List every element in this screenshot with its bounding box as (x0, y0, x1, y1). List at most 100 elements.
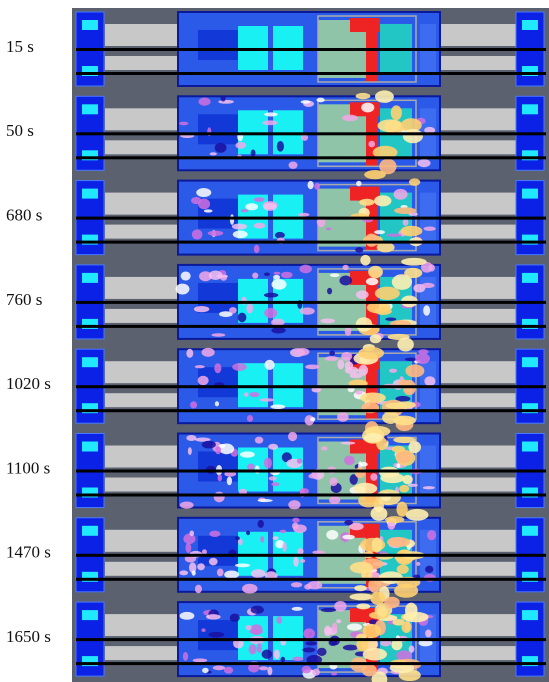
smoke (198, 98, 210, 106)
time-label: 15 s (6, 37, 34, 56)
smoke (262, 650, 273, 659)
smoke (308, 181, 314, 189)
end-window (522, 526, 538, 536)
smoke (254, 223, 266, 229)
smoke (206, 614, 221, 619)
smoke (181, 271, 191, 280)
room-dark (198, 114, 238, 144)
corridor (105, 614, 178, 636)
smoke (186, 349, 193, 358)
smoke (282, 542, 286, 552)
smoke (308, 474, 317, 479)
corridor (440, 530, 516, 552)
smoke (215, 446, 221, 454)
smoke (274, 649, 280, 659)
smoke (233, 230, 248, 238)
corridor (105, 108, 178, 130)
smoke (305, 364, 319, 369)
smoke (268, 444, 278, 450)
smoke (356, 290, 369, 299)
time-label: 1100 s (6, 458, 50, 477)
smoke (288, 500, 300, 509)
corridor (105, 478, 178, 492)
smoke (175, 284, 189, 295)
corridor (440, 446, 516, 468)
corridor (105, 24, 178, 46)
corridor (105, 562, 178, 576)
smoke (210, 152, 217, 155)
smoke (183, 534, 195, 545)
smoke (217, 569, 224, 577)
time-label: 760 s (6, 290, 42, 309)
smoke (232, 224, 247, 230)
end-window (522, 442, 538, 452)
smoke (198, 376, 209, 386)
smoke (202, 668, 209, 673)
smoke (192, 570, 196, 575)
smoke (209, 531, 220, 537)
smoke (235, 536, 240, 540)
end-window (82, 20, 98, 30)
smoke (370, 473, 377, 481)
rail-line (76, 48, 546, 51)
smoke (249, 644, 257, 654)
smoke (191, 197, 201, 204)
smoke (281, 272, 293, 278)
smoke (316, 98, 324, 103)
rail-line (76, 217, 546, 220)
smoke (271, 482, 279, 486)
fire-plume (362, 664, 377, 676)
smoke (264, 458, 272, 469)
end-window (522, 20, 538, 30)
smoke (209, 558, 218, 566)
smoke (224, 570, 239, 578)
smoke (262, 120, 277, 125)
smoke (325, 356, 339, 361)
smoke (251, 624, 263, 635)
smoke (423, 305, 430, 316)
fire-plume (360, 392, 386, 403)
smoke (260, 536, 264, 542)
smoke (374, 230, 385, 234)
fire-plume (370, 592, 385, 605)
smoke (180, 612, 195, 620)
smoke (387, 234, 402, 237)
smoke (213, 666, 225, 671)
fire-plume (397, 565, 409, 574)
end-window (522, 273, 538, 283)
corridor (105, 361, 178, 383)
smoke (320, 318, 335, 323)
fire-plume (405, 364, 424, 377)
smoke (339, 276, 352, 286)
smoke (389, 369, 397, 373)
smoke (347, 624, 362, 631)
smoke (355, 247, 363, 253)
fire-plume (349, 593, 373, 600)
smoke (425, 566, 433, 573)
smoke (254, 197, 265, 202)
smoke (252, 272, 258, 278)
fire-plume (356, 603, 370, 609)
room-dark (198, 30, 238, 60)
smoke (227, 477, 232, 486)
smoke (342, 115, 358, 122)
smoke (291, 582, 302, 587)
smoke (403, 219, 409, 226)
smoke (296, 348, 310, 356)
smoke (292, 607, 303, 611)
corridor (105, 225, 178, 239)
smoke (331, 672, 337, 675)
smoke (264, 112, 277, 116)
smoke (214, 492, 225, 503)
time-label: 1650 s (6, 627, 51, 646)
fire-plume (394, 207, 416, 214)
rail-line (76, 156, 546, 159)
smoke (214, 363, 221, 373)
smoke (355, 390, 362, 394)
time-label: 1470 s (6, 543, 51, 562)
smoke (240, 451, 255, 457)
smoke (305, 641, 317, 645)
smoke (193, 658, 208, 662)
fire-plume (377, 242, 395, 252)
smoke (298, 213, 309, 217)
